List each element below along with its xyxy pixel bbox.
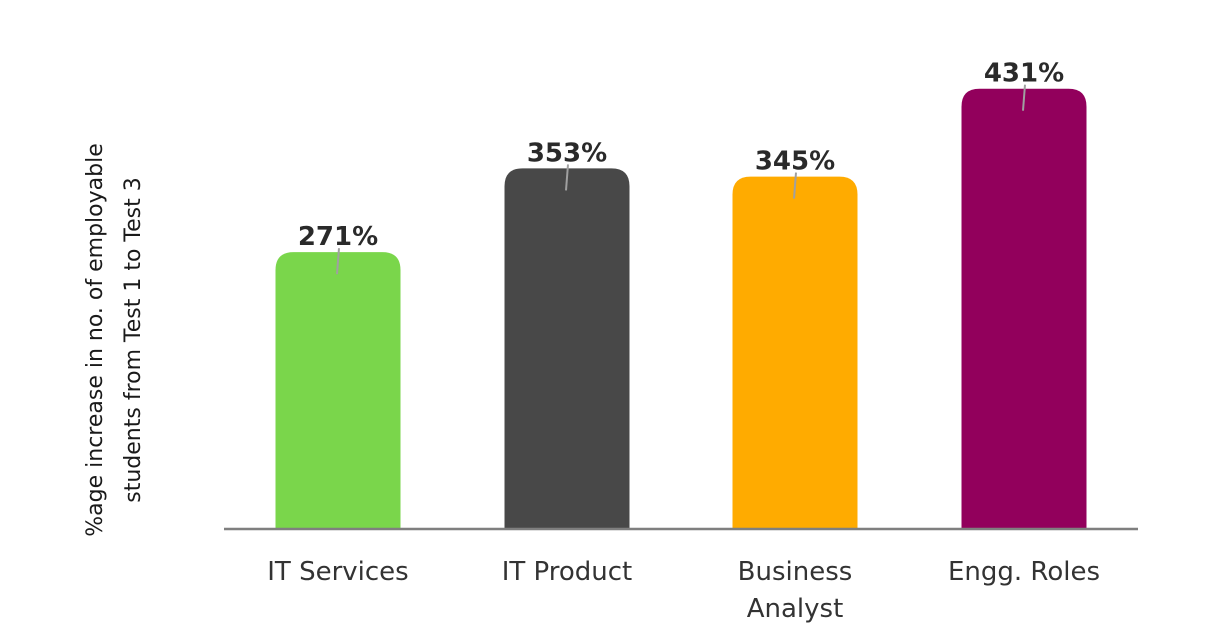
labels: 271% IT Services 353% IT Product 345% Busines… (267, 59, 1100, 624)
y-axis-label-line-2: students from Test 1 to Test 3 (121, 177, 146, 502)
data-label-it-services: 271% (298, 222, 378, 252)
bars (275, 84, 1087, 530)
data-label-leader-business-analyst (793, 172, 797, 199)
x-tick-label-business-analyst-line-2: Analyst (747, 594, 844, 624)
bar-it-product (504, 168, 630, 529)
x-tick-label-engg-roles: Engg. Roles (948, 557, 1100, 587)
x-tick-label-it-product: IT Product (502, 557, 633, 587)
data-label-it-product: 353% (527, 138, 607, 168)
x-tick-label-business-analyst-line-1: Business (738, 557, 853, 587)
data-label-engg-roles: 431% (984, 59, 1064, 89)
data-label-leader-it-product (565, 164, 569, 191)
bar-it-services (275, 252, 401, 529)
data-label-leader-it-services (336, 248, 340, 275)
data-label-business-analyst: 345% (755, 147, 835, 177)
y-axis-label-line-1: %age increase in no. of employable (83, 143, 108, 536)
bar-engg-roles (961, 88, 1087, 529)
y-axis-label: %age increase in no. of employable stude… (83, 143, 146, 536)
x-tick-label-it-services: IT Services (267, 557, 408, 587)
bar-business-analyst (732, 176, 858, 530)
data-label-leader-engg-roles (1022, 84, 1026, 111)
